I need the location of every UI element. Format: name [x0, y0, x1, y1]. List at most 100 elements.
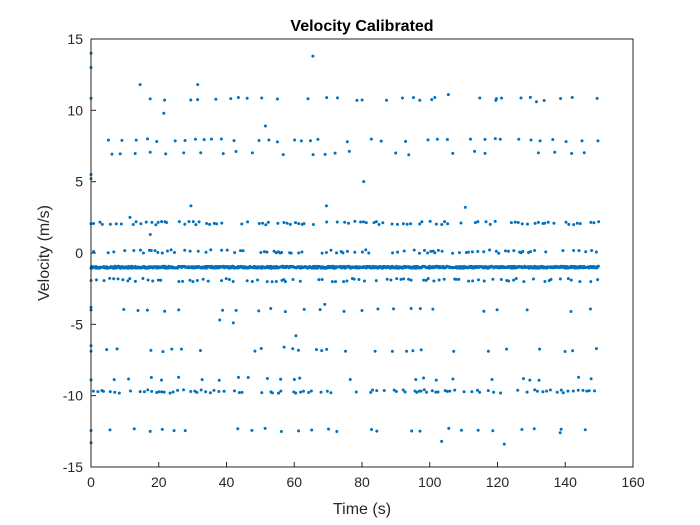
- data-point: [142, 390, 146, 394]
- data-point: [494, 249, 498, 253]
- data-point: [347, 221, 350, 225]
- data-point: [214, 97, 218, 101]
- data-point: [306, 97, 310, 101]
- data-point: [294, 334, 298, 338]
- data-point: [260, 96, 264, 100]
- data-point: [390, 349, 394, 353]
- data-point: [149, 375, 153, 379]
- data-point: [536, 220, 540, 224]
- x-tick-label: 0: [87, 474, 95, 490]
- data-point: [502, 442, 506, 446]
- data-point: [159, 378, 163, 382]
- data-point: [177, 308, 181, 312]
- data-point: [120, 138, 124, 142]
- scatter-points: [89, 51, 601, 446]
- data-point: [364, 221, 368, 225]
- data-point: [102, 279, 106, 283]
- data-point: [538, 347, 542, 351]
- data-point: [231, 321, 235, 325]
- data-point: [229, 97, 233, 101]
- data-point: [311, 223, 315, 227]
- data-point: [209, 137, 213, 141]
- data-point: [98, 220, 102, 224]
- data-point: [342, 280, 346, 284]
- data-point: [375, 389, 379, 393]
- data-point: [394, 390, 398, 393]
- data-point: [376, 307, 380, 311]
- data-point: [418, 222, 422, 226]
- data-point: [224, 277, 228, 281]
- data-point: [379, 139, 383, 143]
- data-point: [108, 428, 112, 432]
- data-point: [347, 149, 351, 153]
- data-point: [440, 439, 444, 443]
- data-point: [434, 390, 438, 394]
- data-point: [334, 280, 338, 284]
- data-point: [412, 248, 416, 252]
- data-point: [165, 249, 169, 253]
- data-point: [575, 221, 579, 225]
- data-point: [172, 429, 176, 433]
- data-point: [401, 388, 405, 392]
- data-point: [162, 111, 166, 115]
- data-point: [138, 83, 142, 87]
- data-point: [581, 388, 585, 392]
- data-point: [240, 222, 244, 226]
- data-point: [402, 249, 406, 253]
- data-point: [179, 347, 183, 351]
- data-point: [163, 309, 167, 313]
- data-point: [447, 426, 451, 430]
- data-point: [325, 389, 329, 393]
- data-point: [534, 100, 538, 104]
- data-point: [373, 349, 377, 353]
- data-point: [183, 429, 187, 433]
- data-point: [293, 221, 297, 225]
- data-point: [555, 390, 559, 394]
- data-point: [108, 222, 112, 226]
- data-point: [422, 376, 426, 380]
- data-point: [208, 391, 212, 395]
- data-point: [451, 377, 455, 381]
- data-point: [377, 222, 381, 226]
- data-point: [529, 138, 533, 142]
- data-point: [543, 221, 547, 225]
- data-point: [212, 388, 216, 392]
- data-point: [285, 221, 289, 225]
- data-point: [506, 249, 510, 253]
- data-point: [424, 278, 428, 282]
- data-point: [283, 310, 287, 314]
- data-point: [150, 389, 154, 393]
- data-point: [418, 429, 422, 433]
- data-point: [582, 151, 586, 155]
- data-point: [335, 430, 339, 434]
- data-point: [113, 390, 117, 394]
- data-point: [196, 83, 200, 87]
- data-point: [196, 249, 200, 253]
- data-point: [263, 124, 267, 128]
- data-point: [533, 248, 537, 252]
- data-point: [241, 249, 245, 253]
- data-point: [217, 378, 221, 382]
- data-point: [115, 347, 119, 351]
- data-point: [425, 390, 429, 394]
- data-point: [414, 377, 418, 381]
- data-point: [191, 280, 195, 284]
- data-point: [297, 222, 301, 226]
- data-point: [119, 222, 123, 226]
- data-point: [282, 221, 286, 225]
- data-point: [402, 277, 406, 281]
- data-point: [182, 388, 186, 392]
- y-tick-label: 10: [67, 102, 83, 118]
- data-point: [589, 220, 593, 224]
- data-point: [335, 251, 339, 255]
- data-point: [422, 388, 426, 392]
- data-point: [411, 96, 415, 100]
- data-point: [448, 389, 452, 393]
- data-point: [150, 220, 154, 224]
- data-point: [478, 390, 482, 394]
- y-tick-label: -10: [63, 388, 83, 404]
- data-point: [257, 221, 261, 225]
- data-point: [446, 222, 450, 226]
- data-point: [584, 250, 588, 254]
- data-point: [323, 152, 327, 156]
